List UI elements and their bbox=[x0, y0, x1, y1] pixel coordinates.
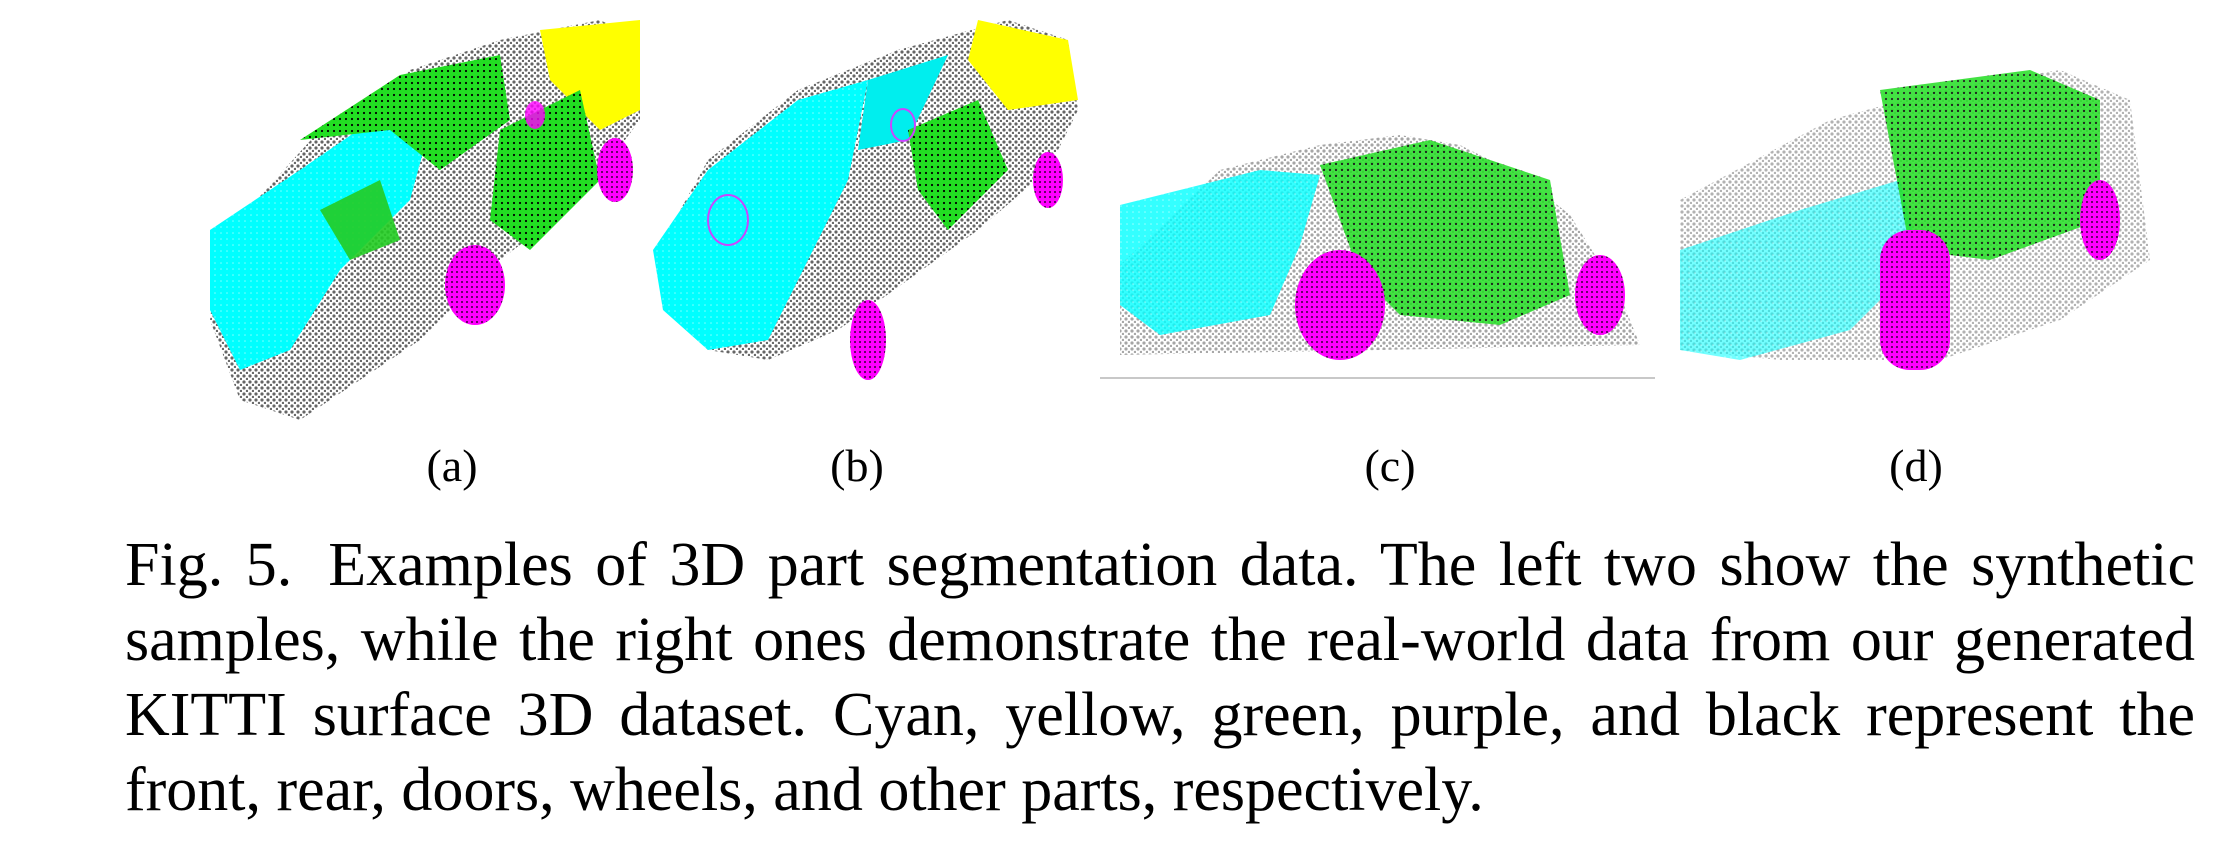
panel-a-label: (a) bbox=[426, 440, 478, 491]
panel-c-label: (c) bbox=[1364, 440, 1416, 491]
caption-text: Examples of 3D part segmentation data. T… bbox=[125, 531, 2195, 824]
panel-a-car-point-cloud bbox=[200, 20, 640, 420]
panel-d-label: (d) bbox=[1889, 440, 1943, 491]
figure-panels: (a) (b) (c) bbox=[200, 20, 2160, 491]
caption-label: Fig. 5. bbox=[125, 531, 293, 599]
panel-d-car-point-cloud bbox=[1680, 60, 2160, 380]
panel-c-car-point-cloud bbox=[1100, 95, 1660, 385]
panel-b-label: (b) bbox=[830, 440, 884, 491]
figure-caption: Fig. 5. Examples of 3D part segmentation … bbox=[125, 528, 2195, 828]
panel-b-car-point-cloud bbox=[648, 20, 1088, 400]
